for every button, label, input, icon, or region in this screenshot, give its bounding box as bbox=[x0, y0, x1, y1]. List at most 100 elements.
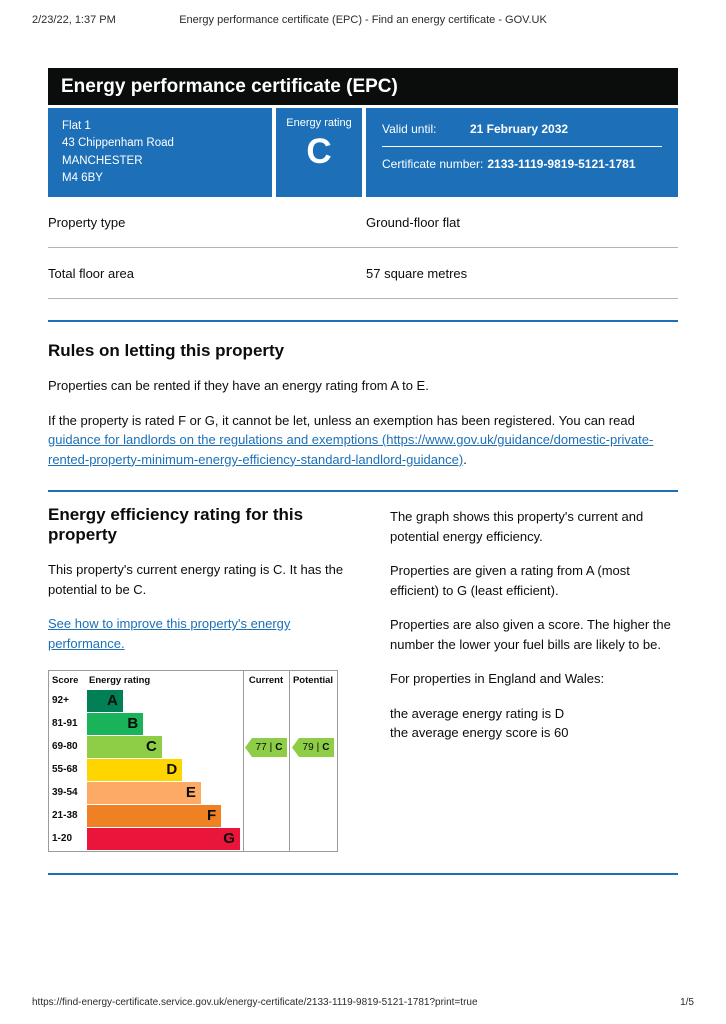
band-letter: G bbox=[223, 830, 235, 847]
epc-band-row: 55-68 D bbox=[49, 759, 337, 782]
rules-heading: Rules on letting this property bbox=[48, 341, 285, 360]
certificate-number-value: 2133-1119-9819-5121-1781 bbox=[487, 157, 636, 171]
rules-paragraph-2: If the property is rated F or G, it cann… bbox=[48, 411, 678, 470]
current-rating-score: 77 bbox=[255, 742, 267, 753]
potential-rating-score: 79 bbox=[302, 742, 314, 753]
detail-row: Property type Ground-floor flat bbox=[48, 197, 678, 248]
explanation-line: Properties are given a rating from A (mo… bbox=[390, 563, 630, 598]
band-score: 69-80 bbox=[52, 741, 78, 752]
rules-paragraph-1: Properties can be rented if they have an… bbox=[48, 378, 429, 393]
page-title-banner: Energy performance certificate (EPC) bbox=[48, 68, 678, 105]
footer-page-number: 1/5 bbox=[680, 997, 694, 1008]
explanation-line: the average energy score is 60 bbox=[390, 725, 569, 740]
valid-until-label: Valid until: bbox=[382, 122, 437, 136]
print-footer: https://find-energy-certificate.service.… bbox=[32, 997, 694, 1008]
summary-address: Flat 1 43 Chippenham Road MANCHESTER M4 6BY bbox=[48, 108, 272, 197]
section-divider bbox=[48, 320, 678, 322]
energy-rating-box: Energy rating C bbox=[276, 108, 362, 197]
address-line: MANCHESTER bbox=[62, 154, 143, 167]
validity-box: Valid until: 21 February 2032 Certificat… bbox=[366, 108, 678, 197]
detail-value: Ground-floor flat bbox=[366, 214, 460, 230]
explanation-line: the average energy rating is D bbox=[390, 705, 565, 721]
potential-rating-letter: C bbox=[322, 742, 330, 753]
detail-label: Property type bbox=[48, 214, 126, 230]
chart-header-rating: Energy rating bbox=[89, 675, 151, 686]
epc-band-row: 1-20 G bbox=[49, 828, 337, 851]
rating-explanation: The graph shows this property's current … bbox=[390, 505, 678, 852]
current-rating-arrow: 77 | C bbox=[245, 738, 287, 757]
epc-bands: 92+ A 81-91 B 69-80 C 55-68 D 39-54 E 21-38 F 1-20 G bbox=[49, 690, 337, 851]
energy-rating-label: Energy rating bbox=[286, 117, 352, 129]
explanation-line: Properties are also given a score. The h… bbox=[390, 617, 671, 652]
band-score: 1-20 bbox=[52, 833, 73, 844]
band-score: 81-91 bbox=[52, 718, 78, 729]
epc-band-row: 21-38 F bbox=[49, 805, 337, 828]
detail-row: Total floor area 57 square metres bbox=[48, 248, 678, 299]
band-score: 92+ bbox=[52, 695, 69, 706]
address-line: 43 Chippenham Road bbox=[62, 137, 174, 150]
property-details: Property type Ground-floor flat Total floo… bbox=[48, 197, 678, 299]
explanation-paragraph: Properties are given a rating from A (mo… bbox=[390, 561, 678, 600]
band-letter: A bbox=[107, 692, 118, 709]
epc-chart: Score Energy rating Current Potential 92… bbox=[48, 670, 338, 852]
epc-band-row: 69-80 C bbox=[49, 736, 337, 759]
chart-column-divider bbox=[289, 671, 290, 851]
band-bar-area: B bbox=[87, 713, 243, 736]
epc-band-row: 39-54 E bbox=[49, 782, 337, 805]
band-bar-area: C bbox=[87, 736, 243, 759]
epc-band-row: 81-91 B bbox=[49, 713, 337, 736]
band-bar-c: C bbox=[87, 736, 162, 758]
band-bar-d: D bbox=[87, 759, 183, 781]
explanation-paragraph: The graph shows this property's current … bbox=[390, 507, 678, 546]
arrow-separator: | bbox=[316, 742, 320, 753]
efficiency-section: Energy efficiency rating for this proper… bbox=[48, 505, 678, 852]
chart-header-potential: Potential bbox=[292, 675, 334, 686]
epc-band-row: 92+ A bbox=[49, 690, 337, 713]
valid-until-value: 21 February 2032 bbox=[470, 122, 569, 136]
print-header: 2/23/22, 1:37 PM Energy performance cert… bbox=[32, 14, 694, 30]
chart-header-score: Score bbox=[52, 675, 79, 686]
efficiency-left-column: Energy efficiency rating for this proper… bbox=[48, 505, 378, 852]
band-bar-f: F bbox=[87, 805, 222, 827]
address-line: M4 6BY bbox=[62, 171, 103, 184]
band-bar-area: G bbox=[87, 828, 243, 851]
band-letter: C bbox=[146, 738, 157, 755]
band-score: 21-38 bbox=[52, 810, 78, 821]
certificate-number-row: Certificate number: 2133-1119-9819-5121-1… bbox=[382, 157, 662, 171]
print-datetime: 2/23/22, 1:37 PM bbox=[32, 14, 116, 26]
print-title: Energy performance certificate (EPC) - F… bbox=[179, 14, 547, 26]
band-letter: E bbox=[185, 784, 196, 801]
section-divider bbox=[48, 490, 678, 492]
band-bar-area: F bbox=[87, 805, 243, 828]
band-bar-b: B bbox=[87, 713, 144, 735]
arrow-separator: | bbox=[269, 742, 273, 753]
detail-label: Total floor area bbox=[48, 265, 134, 281]
band-bar-area: A bbox=[87, 690, 243, 713]
efficiency-heading: Energy efficiency rating for this proper… bbox=[48, 505, 304, 544]
band-bar-e: E bbox=[87, 782, 201, 804]
band-bar-g: G bbox=[87, 828, 240, 850]
explanation-paragraph: For properties in England and Wales: bbox=[390, 669, 678, 689]
rules-paragraph-2-suffix: . bbox=[463, 451, 467, 467]
improve-link[interactable]: See how to improve this property's energ… bbox=[48, 616, 291, 651]
band-bar-a: A bbox=[87, 690, 123, 712]
address-line: Flat 1 bbox=[62, 120, 91, 132]
rules-paragraph-2-text: If the property is rated F or G, it cann… bbox=[48, 412, 635, 428]
footer-url: https://find-energy-certificate.service.… bbox=[32, 997, 478, 1008]
guidance-link[interactable]: guidance for landlords on the regulation… bbox=[48, 432, 654, 467]
explanation-line: The graph shows this property's current … bbox=[390, 509, 644, 544]
certificate-number-label: Certificate number: bbox=[382, 157, 484, 171]
valid-until-row: Valid until: 21 February 2032 bbox=[382, 118, 662, 146]
efficiency-paragraph: This property's current energy rating is… bbox=[48, 562, 344, 597]
epc-chart-header: Score Energy rating Current Potential bbox=[49, 671, 337, 690]
potential-rating-arrow: 79 | C bbox=[292, 738, 334, 757]
section-divider bbox=[48, 873, 678, 875]
band-letter: D bbox=[166, 761, 178, 778]
band-bar-area: E bbox=[87, 782, 243, 805]
band-score: 55-68 bbox=[52, 764, 78, 775]
band-score: 39-54 bbox=[52, 787, 78, 798]
certificate-content: Energy performance certificate (EPC) Fla… bbox=[48, 68, 678, 875]
band-bar-area: D bbox=[87, 759, 243, 782]
explanation-paragraph: Properties are also given a score. The h… bbox=[390, 615, 678, 654]
